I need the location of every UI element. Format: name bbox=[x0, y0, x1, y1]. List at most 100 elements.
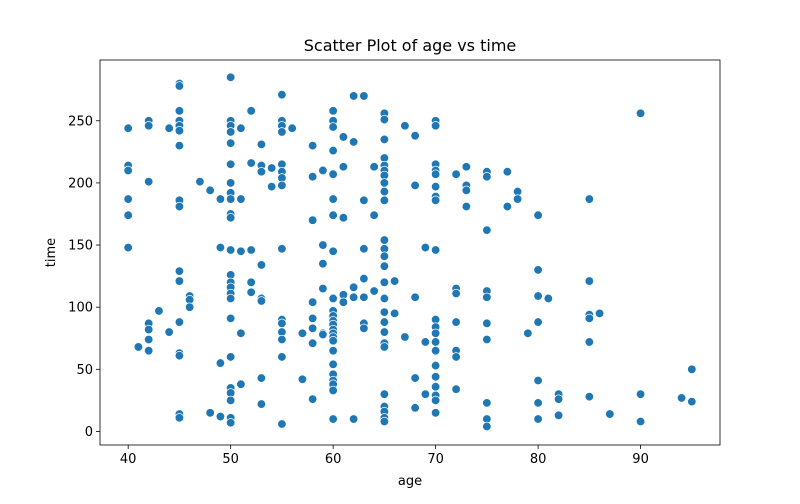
scatter-point bbox=[174, 140, 185, 151]
scatter-point bbox=[461, 201, 472, 212]
scatter-point bbox=[359, 292, 369, 302]
scatter-point bbox=[430, 195, 441, 205]
scatter-point bbox=[389, 276, 400, 286]
scatter-point bbox=[133, 342, 144, 352]
scatter-point bbox=[225, 352, 236, 362]
scatter-point bbox=[246, 106, 256, 116]
scatter-point bbox=[123, 242, 133, 253]
scatter-point bbox=[482, 225, 492, 235]
scatter-point bbox=[328, 293, 338, 304]
y-tick-label: 150 bbox=[68, 239, 93, 254]
scatter-point bbox=[482, 318, 492, 329]
scatter-point bbox=[225, 72, 236, 82]
scatter-point bbox=[287, 123, 297, 133]
y-tick-label: 0 bbox=[85, 425, 93, 440]
scatter-point bbox=[348, 137, 359, 147]
scatter-point bbox=[430, 169, 441, 179]
scatter-point bbox=[215, 242, 226, 253]
scatter-point bbox=[236, 246, 246, 256]
scatter-point bbox=[533, 265, 543, 275]
scatter-point bbox=[318, 329, 328, 340]
scatter-point bbox=[225, 395, 236, 406]
scatter-point bbox=[533, 414, 543, 424]
scatter-point bbox=[328, 169, 338, 179]
plot-area-frame bbox=[99, 59, 721, 446]
scatter-point bbox=[553, 410, 564, 420]
scatter-point bbox=[256, 139, 267, 150]
scatter-point bbox=[123, 194, 133, 204]
scatter-point bbox=[236, 194, 246, 204]
scatter-point bbox=[225, 293, 236, 304]
scatter-point bbox=[144, 121, 154, 131]
scatter-point bbox=[430, 360, 441, 371]
scatter-point bbox=[348, 282, 359, 292]
scatter-point bbox=[328, 414, 338, 424]
y-tick-label: 250 bbox=[68, 114, 93, 129]
scatter-point bbox=[338, 297, 349, 307]
scatter-point bbox=[379, 293, 390, 304]
scatter-point bbox=[635, 108, 646, 118]
scatter-point bbox=[144, 324, 154, 335]
scatter-point bbox=[318, 165, 328, 176]
scatter-point bbox=[328, 210, 338, 220]
scatter-point bbox=[430, 245, 441, 255]
scatter-point bbox=[225, 213, 236, 223]
scatter-point bbox=[430, 328, 441, 338]
scatter-point bbox=[461, 162, 472, 172]
scatter-point bbox=[205, 185, 215, 196]
scatter-point bbox=[410, 403, 420, 413]
scatter-point bbox=[594, 308, 605, 319]
scatter-point bbox=[215, 194, 226, 204]
scatter-point bbox=[123, 210, 133, 220]
scatter-point bbox=[430, 382, 441, 392]
scatter-point bbox=[164, 123, 174, 133]
scatter-point bbox=[256, 373, 267, 383]
scatter-point bbox=[410, 292, 420, 302]
scatter-point bbox=[410, 131, 420, 141]
scatter-point bbox=[225, 178, 236, 188]
scatter-point bbox=[277, 318, 287, 329]
scatter-point bbox=[430, 408, 441, 418]
scatter-point bbox=[328, 122, 338, 132]
scatter-point bbox=[307, 172, 318, 182]
scatter-point bbox=[451, 352, 461, 362]
scatter-point bbox=[318, 283, 328, 294]
points-layer bbox=[123, 72, 697, 432]
scatter-point bbox=[502, 167, 513, 177]
y-tick-label: 50 bbox=[76, 363, 93, 378]
scatter-point bbox=[635, 389, 646, 399]
scatter-point bbox=[277, 244, 287, 254]
scatter-point bbox=[533, 291, 543, 301]
scatter-point bbox=[328, 194, 338, 204]
y-axis-label: time bbox=[44, 238, 59, 267]
x-tick-label: 40 bbox=[120, 452, 137, 467]
scatter-point bbox=[379, 114, 390, 125]
scatter-point bbox=[379, 342, 390, 352]
scatter-point bbox=[379, 277, 390, 288]
scatter-point bbox=[533, 210, 543, 220]
scatter-point bbox=[256, 399, 267, 409]
scatter-point bbox=[533, 375, 543, 386]
scatter-point bbox=[328, 336, 338, 346]
scatter-point bbox=[246, 277, 256, 288]
scatter-point bbox=[328, 346, 338, 356]
scatter-point bbox=[328, 145, 338, 156]
scatter-point bbox=[482, 398, 492, 408]
scatter-point bbox=[277, 352, 287, 362]
scatter-point bbox=[420, 389, 431, 399]
scatter-point bbox=[174, 266, 185, 276]
scatter-point bbox=[379, 195, 390, 205]
scatter-point bbox=[400, 332, 410, 342]
scatter-point bbox=[225, 418, 236, 428]
scatter-point bbox=[205, 408, 215, 418]
scatter-point bbox=[144, 346, 154, 356]
scatter-point bbox=[174, 201, 185, 212]
scatter-point bbox=[359, 323, 369, 333]
scatter-point bbox=[195, 176, 205, 187]
scatter-point bbox=[584, 391, 595, 402]
x-tick-label: 60 bbox=[325, 452, 342, 467]
scatter-point bbox=[369, 162, 379, 172]
y-tick-label: 100 bbox=[68, 301, 93, 316]
scatter-point bbox=[225, 127, 236, 137]
